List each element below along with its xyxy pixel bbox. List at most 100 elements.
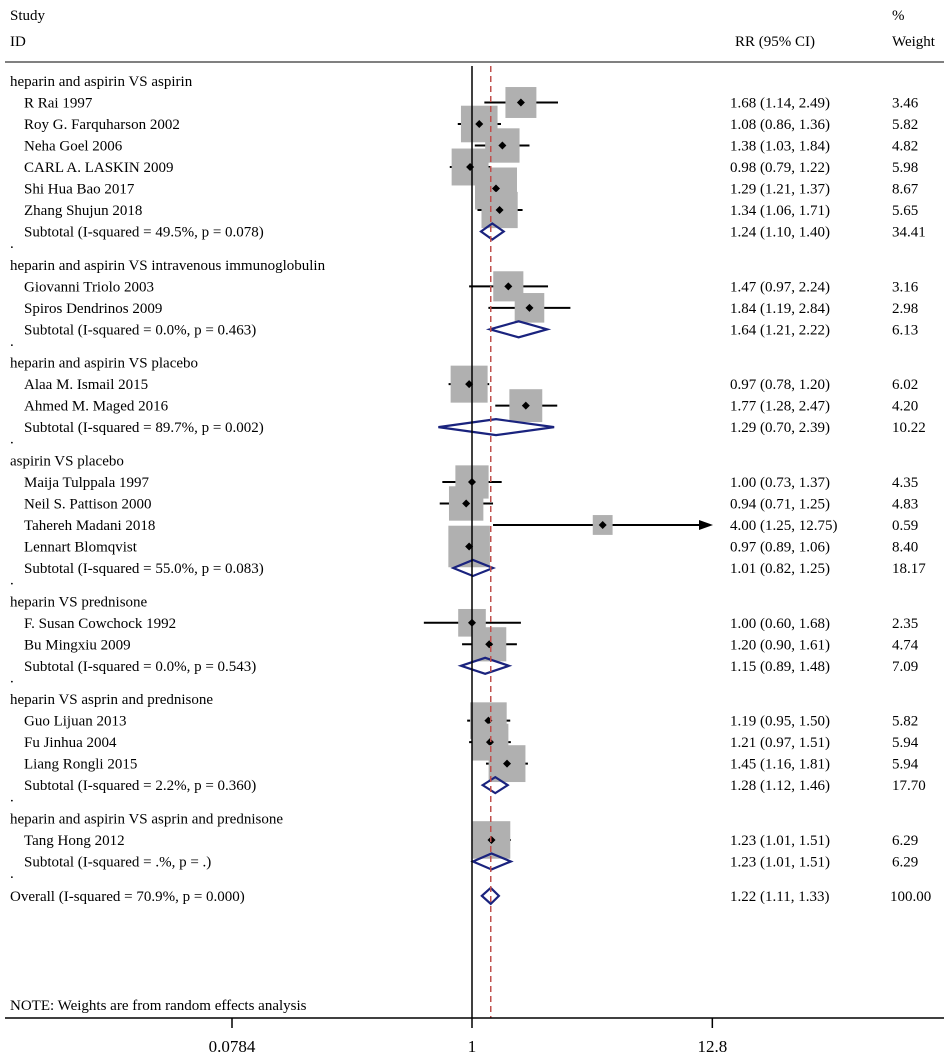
subtotal-ci-text: 1.24 (1.10, 1.40) [730,225,830,241]
subtotal-weight: 6.13 [892,322,918,338]
study-name: Ahmed M. Maged 2016 [24,399,169,415]
ci-text: 1.00 (0.60, 1.68) [730,616,830,632]
point-estimate [503,759,512,768]
spacer-dot: . [10,866,14,882]
subtotal-weight: 10.22 [892,420,926,436]
ci-text: 1.21 (0.97, 1.51) [730,735,830,751]
x-tick-label: 0.0784 [209,1037,256,1056]
point-estimate [475,120,484,128]
group-label: aspirin VS placebo [10,453,124,469]
weight-value: 4.74 [892,637,919,653]
weight-value: 4.83 [892,496,918,512]
study-name: Maija Tulppala 1997 [24,475,150,491]
weight-value: 8.67 [892,182,919,198]
ci-text: 0.97 (0.89, 1.06) [730,539,830,555]
study-name: Lennart Blomqvist [24,539,138,555]
weight-header: Weight [892,34,936,50]
weight-header-pct: % [892,8,905,24]
point-estimate [462,499,471,508]
ci-text: 1.00 (0.73, 1.37) [730,475,830,491]
group-label: heparin and aspirin VS asprin and predni… [10,811,283,827]
ci-text: 1.38 (1.03, 1.84) [730,139,830,155]
ci-text: 1.19 (0.95, 1.50) [730,714,830,730]
subtotal-diamond [457,656,513,675]
weight-value: 2.98 [892,301,918,317]
weight-value: 3.46 [892,96,919,112]
study-name: Bu Mingxiu 2009 [24,637,131,653]
subtotal-label: Subtotal (I-squared = 49.5%, p = 0.078) [24,225,264,241]
study-name: Tang Hong 2012 [24,833,125,849]
weight-value: 5.65 [892,203,918,219]
subtotal-label: Subtotal (I-squared = 0.0%, p = 0.463) [24,322,256,338]
spacer-dot: . [10,432,14,448]
subtotal-weight: 17.70 [892,778,926,794]
ci-text: 1.20 (0.90, 1.61) [730,637,830,653]
study-name: Liang Rongli 2015 [24,757,137,773]
ci-text: 1.77 (1.28, 2.47) [730,399,830,415]
ci-text: 1.34 (1.06, 1.71) [730,203,830,219]
subtotal-ci-text: 1.64 (1.21, 2.22) [730,322,830,338]
weights-note: NOTE: Weights are from random effects an… [10,998,307,1014]
point-estimate [504,282,513,291]
point-estimate [521,401,530,410]
weight-value: 3.16 [892,279,919,295]
group-label: heparin and aspirin VS aspirin [10,74,193,90]
weight-value: 0.59 [892,518,918,534]
subtotal-weight: 34.41 [892,225,926,241]
weight-value: 5.94 [892,735,919,751]
subtotal-label: Subtotal (I-squared = 55.0%, p = 0.083) [24,561,264,577]
subtotal-label: Subtotal (I-squared = 0.0%, p = 0.543) [24,659,256,675]
subtotal-diamond [485,320,552,339]
point-estimate [465,542,474,551]
weight-value: 5.94 [892,757,919,773]
spacer-dot: . [10,790,14,806]
study-name: Tahereh Madani 2018 [24,518,155,534]
point-estimate [492,184,501,193]
point-estimate [525,303,534,312]
overall-ci-text: 1.22 (1.11, 1.33) [730,889,829,905]
group-label: heparin VS prednisone [10,594,148,610]
subtotal-weight: 7.09 [892,659,918,675]
weight-value: 2.35 [892,616,918,632]
study-name: Shi Hua Bao 2017 [24,182,135,198]
subtotal-label: Subtotal (I-squared = 89.7%, p = 0.002) [24,420,264,436]
ci-text: 1.23 (1.01, 1.51) [730,833,830,849]
weight-value: 5.82 [892,714,918,730]
weight-value: 4.20 [892,399,918,415]
weight-value: 4.82 [892,139,918,155]
study-name: Zhang Shujun 2018 [24,203,142,219]
spacer-dot: . [10,236,14,252]
study-name: Spiros Dendrinos 2009 [24,301,162,317]
subtotal-label: Subtotal (I-squared = .%, p = .) [24,854,211,870]
ci-text: 0.97 (0.78, 1.20) [730,377,830,393]
weight-value: 5.82 [892,117,918,133]
overall-weight: 100.00 [890,889,931,905]
subtotal-ci-text: 1.28 (1.12, 1.46) [730,778,830,794]
point-estimate [598,520,607,529]
ci-text: 1.08 (0.86, 1.36) [730,117,830,133]
ci-text: 1.45 (1.16, 1.81) [730,757,830,773]
point-estimate [465,380,474,389]
ci-text: 0.98 (0.79, 1.22) [730,160,830,176]
study-name: Alaa M. Ismail 2015 [24,377,148,393]
subtotal-weight: 6.29 [892,854,918,870]
x-tick-label: 1 [468,1037,477,1056]
spacer-dot: . [10,334,14,350]
group-label: heparin and aspirin VS placebo [10,356,198,372]
study-name: Neil S. Pattison 2000 [24,496,152,512]
study-name: Neha Goel 2006 [24,139,123,155]
weight-value: 6.02 [892,377,918,393]
point-estimate [487,835,496,844]
overall-label: Overall (I-squared = 70.9%, p = 0.000) [10,889,245,905]
weight-value: 4.35 [892,475,918,491]
subtotal-diamond [479,222,506,241]
study-name: CARL A. LASKIN 2009 [24,160,173,176]
id-header: ID [10,34,26,50]
study-name: R Rai 1997 [24,96,93,112]
subtotal-diamond [450,558,497,578]
overall-diamond [480,886,501,906]
subtotal-label: Subtotal (I-squared = 2.2%, p = 0.360) [24,778,256,794]
point-estimate [498,141,507,150]
study-header: Study [10,8,46,24]
